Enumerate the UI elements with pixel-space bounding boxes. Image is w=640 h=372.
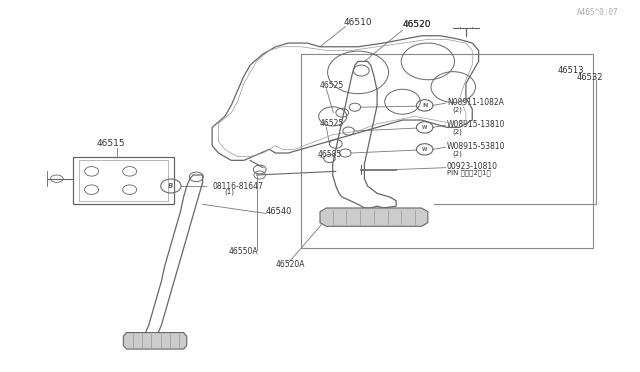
Text: 46540: 46540 <box>266 207 292 216</box>
Text: 46550A: 46550A <box>229 247 259 256</box>
Text: 46513: 46513 <box>558 66 584 75</box>
Text: 46532: 46532 <box>577 73 604 83</box>
Text: (1): (1) <box>225 188 235 195</box>
Text: W: W <box>422 125 428 130</box>
Text: 46510: 46510 <box>344 19 372 28</box>
Bar <box>72 157 174 204</box>
Text: 00923-10810: 00923-10810 <box>447 163 498 171</box>
Text: 08116-81647: 08116-81647 <box>212 182 263 190</box>
Text: B: B <box>168 183 173 189</box>
Text: A465^0.07: A465^0.07 <box>577 9 618 17</box>
Text: W: W <box>422 147 428 152</box>
Text: (2): (2) <box>452 151 462 157</box>
Bar <box>301 54 593 248</box>
Text: 46525: 46525 <box>320 81 344 90</box>
Text: 46515: 46515 <box>97 140 125 148</box>
Text: 46585: 46585 <box>318 150 342 159</box>
Text: N: N <box>422 103 428 108</box>
Text: 46525: 46525 <box>320 119 344 128</box>
Text: 46520A: 46520A <box>276 260 305 269</box>
Bar <box>79 160 168 201</box>
Text: W08915-53810: W08915-53810 <box>447 142 506 151</box>
Text: N08911-1082A: N08911-1082A <box>447 98 504 107</box>
Polygon shape <box>320 208 428 226</box>
Text: (2): (2) <box>452 106 462 113</box>
Text: 46520: 46520 <box>403 20 431 29</box>
Text: (2): (2) <box>452 128 462 135</box>
Text: 46520: 46520 <box>403 20 431 29</box>
Polygon shape <box>124 333 187 349</box>
Text: PIN ピン　2（1）: PIN ピン 2（1） <box>447 170 491 176</box>
Text: W08915-13810: W08915-13810 <box>447 120 505 129</box>
